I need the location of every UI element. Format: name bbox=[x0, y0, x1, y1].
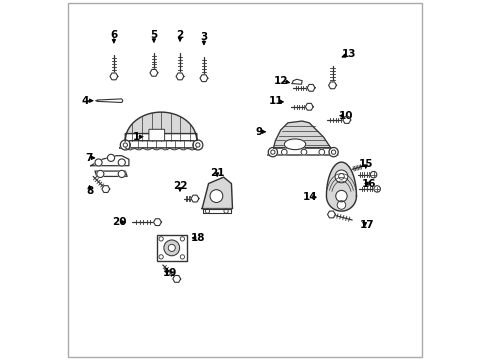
Circle shape bbox=[335, 170, 348, 183]
Text: 6: 6 bbox=[110, 30, 118, 40]
Polygon shape bbox=[153, 219, 161, 226]
Circle shape bbox=[118, 170, 125, 177]
Circle shape bbox=[97, 170, 104, 177]
Text: 16: 16 bbox=[362, 179, 376, 189]
Polygon shape bbox=[305, 103, 313, 110]
Circle shape bbox=[370, 171, 377, 178]
Text: 18: 18 bbox=[191, 233, 205, 243]
Circle shape bbox=[319, 149, 325, 155]
Polygon shape bbox=[343, 117, 351, 123]
Text: 8: 8 bbox=[86, 186, 93, 197]
Text: 10: 10 bbox=[339, 111, 353, 121]
Text: 20: 20 bbox=[112, 217, 126, 227]
Text: 5: 5 bbox=[150, 30, 157, 40]
Polygon shape bbox=[110, 73, 118, 80]
Polygon shape bbox=[327, 211, 335, 218]
Text: 21: 21 bbox=[210, 168, 224, 178]
Polygon shape bbox=[273, 121, 331, 148]
Text: 22: 22 bbox=[173, 181, 187, 192]
Circle shape bbox=[107, 154, 115, 161]
Circle shape bbox=[210, 190, 223, 203]
FancyBboxPatch shape bbox=[157, 235, 187, 261]
Polygon shape bbox=[307, 85, 315, 91]
Text: 19: 19 bbox=[163, 268, 177, 278]
Polygon shape bbox=[95, 171, 127, 176]
FancyBboxPatch shape bbox=[149, 129, 165, 141]
Polygon shape bbox=[102, 186, 110, 193]
Text: 11: 11 bbox=[269, 96, 284, 107]
Polygon shape bbox=[200, 75, 208, 82]
Polygon shape bbox=[176, 73, 184, 80]
Polygon shape bbox=[191, 195, 199, 202]
Text: 2: 2 bbox=[176, 30, 184, 40]
Text: 13: 13 bbox=[342, 49, 356, 59]
Polygon shape bbox=[96, 99, 123, 103]
Polygon shape bbox=[292, 79, 302, 84]
Circle shape bbox=[337, 201, 346, 209]
Circle shape bbox=[301, 149, 307, 155]
Polygon shape bbox=[326, 162, 356, 211]
Circle shape bbox=[164, 240, 180, 256]
Circle shape bbox=[374, 186, 380, 192]
Circle shape bbox=[95, 159, 102, 166]
Polygon shape bbox=[120, 141, 202, 148]
Polygon shape bbox=[268, 148, 338, 155]
Polygon shape bbox=[91, 156, 129, 166]
Text: 1: 1 bbox=[132, 132, 140, 142]
Text: 17: 17 bbox=[360, 220, 374, 230]
Text: 7: 7 bbox=[85, 153, 92, 163]
Text: 12: 12 bbox=[274, 76, 289, 86]
Circle shape bbox=[268, 148, 277, 157]
Text: 9: 9 bbox=[256, 127, 263, 137]
Text: 15: 15 bbox=[359, 159, 373, 169]
Polygon shape bbox=[125, 112, 197, 141]
Circle shape bbox=[193, 140, 203, 150]
Polygon shape bbox=[150, 69, 158, 76]
Text: 3: 3 bbox=[200, 32, 208, 42]
Circle shape bbox=[121, 140, 130, 150]
Text: 14: 14 bbox=[303, 192, 318, 202]
Circle shape bbox=[329, 148, 338, 157]
Text: 4: 4 bbox=[81, 96, 89, 106]
Circle shape bbox=[336, 190, 347, 202]
Circle shape bbox=[168, 244, 175, 251]
Ellipse shape bbox=[284, 139, 306, 150]
Polygon shape bbox=[202, 177, 232, 208]
Polygon shape bbox=[329, 82, 337, 89]
Polygon shape bbox=[203, 209, 231, 213]
Circle shape bbox=[118, 159, 125, 166]
Polygon shape bbox=[173, 275, 181, 282]
Circle shape bbox=[281, 149, 287, 155]
